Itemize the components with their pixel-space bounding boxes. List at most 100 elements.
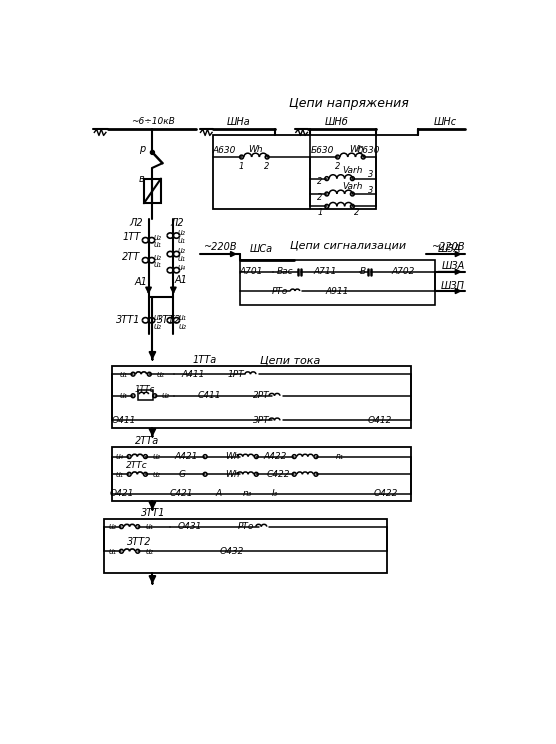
Text: ~220В: ~220В xyxy=(433,242,466,252)
Text: С630: С630 xyxy=(356,147,380,155)
Text: 2ТТа: 2ТТа xyxy=(135,436,159,446)
Text: 1: 1 xyxy=(317,208,322,217)
Text: u₂: u₂ xyxy=(178,322,187,331)
Text: u₁: u₁ xyxy=(120,370,128,379)
Text: Л2: Л2 xyxy=(170,218,184,228)
Text: О411: О411 xyxy=(112,416,136,425)
Text: u₂: u₂ xyxy=(177,246,185,255)
Bar xyxy=(213,135,376,208)
Text: u₁: u₁ xyxy=(116,469,124,479)
Text: 3РТ: 3РТ xyxy=(252,416,269,425)
Text: u₁: u₁ xyxy=(154,240,162,249)
Text: u₂: u₂ xyxy=(152,469,160,479)
Text: u₄: u₄ xyxy=(177,263,185,272)
Text: u₄: u₄ xyxy=(116,452,124,461)
Text: Цепи сигнализации: Цепи сигнализации xyxy=(290,240,406,250)
Text: 3ТТ1: 3ТТ1 xyxy=(116,315,141,325)
Bar xyxy=(112,447,410,501)
Text: 2: 2 xyxy=(317,193,322,202)
Text: u₂: u₂ xyxy=(162,391,170,400)
Text: ~6÷10кВ: ~6÷10кВ xyxy=(131,117,174,126)
Text: С422: С422 xyxy=(267,469,290,479)
Text: Цепи напряжения: Цепи напряжения xyxy=(289,97,408,109)
Text: 2ТТ: 2ТТ xyxy=(122,252,141,262)
Text: А1: А1 xyxy=(135,277,147,286)
Text: А911: А911 xyxy=(325,286,349,295)
Bar xyxy=(240,260,435,305)
Text: u₂: u₂ xyxy=(154,322,162,331)
Text: А1: А1 xyxy=(175,275,187,285)
Text: ШНб: ШНб xyxy=(325,118,349,127)
Text: О412: О412 xyxy=(368,416,391,425)
Text: u₁: u₁ xyxy=(177,236,185,245)
Text: 2: 2 xyxy=(354,208,359,217)
Text: Б630: Б630 xyxy=(310,147,334,155)
Text: 1ТТа: 1ТТа xyxy=(193,356,217,365)
Text: u₁: u₁ xyxy=(178,312,187,321)
Text: 3ТТ2: 3ТТ2 xyxy=(127,537,151,547)
Text: 2: 2 xyxy=(335,161,340,171)
Text: 1ТТ: 1ТТ xyxy=(122,232,141,242)
Bar xyxy=(138,390,153,400)
Text: I₃: I₃ xyxy=(272,489,278,498)
Text: 2: 2 xyxy=(265,161,270,171)
Text: u₂: u₂ xyxy=(154,253,162,262)
Text: О432: О432 xyxy=(220,547,245,556)
Text: 2ТТс: 2ТТс xyxy=(126,461,148,470)
Text: А422: А422 xyxy=(263,452,286,461)
Circle shape xyxy=(151,150,155,154)
Text: u₁: u₁ xyxy=(145,522,153,531)
Text: ШЗА: ШЗА xyxy=(441,261,465,272)
Text: С421: С421 xyxy=(170,489,193,498)
Text: Wh: Wh xyxy=(225,469,240,479)
Text: 3ТТ2: 3ТТ2 xyxy=(157,315,182,325)
Text: РТо: РТо xyxy=(272,286,289,295)
Text: 1: 1 xyxy=(239,161,244,171)
Text: u₁: u₁ xyxy=(120,391,128,400)
Text: А: А xyxy=(215,489,221,498)
Text: 3: 3 xyxy=(368,186,373,195)
Text: р: р xyxy=(139,144,146,154)
Text: u₁: u₁ xyxy=(154,312,162,321)
Text: А702: А702 xyxy=(391,267,414,276)
Text: n₃: n₃ xyxy=(243,489,252,498)
Text: 1ТТс: 1ТТс xyxy=(135,385,155,394)
Text: n₁: n₁ xyxy=(335,452,343,461)
Text: А711: А711 xyxy=(314,267,337,276)
Text: 3ТТ1: 3ТТ1 xyxy=(141,507,166,518)
Text: А701: А701 xyxy=(240,267,264,276)
Text: Varh: Varh xyxy=(342,167,363,176)
Text: РТо: РТо xyxy=(238,522,255,531)
Text: ШСа: ШСа xyxy=(250,244,273,254)
Text: ШЗА: ШЗА xyxy=(438,244,461,254)
Text: Wh: Wh xyxy=(225,452,240,461)
Text: ШНа: ШНа xyxy=(227,118,250,127)
Text: Wh: Wh xyxy=(248,145,263,154)
Text: ШНс: ШНс xyxy=(434,118,457,127)
Text: Varh: Varh xyxy=(342,182,363,190)
Text: 2РТ: 2РТ xyxy=(252,391,269,400)
Text: в: в xyxy=(138,173,145,184)
Bar xyxy=(112,367,410,428)
Text: G: G xyxy=(178,469,185,479)
Text: u₁: u₁ xyxy=(108,547,116,556)
Text: О422: О422 xyxy=(374,489,398,498)
Text: ~220В: ~220В xyxy=(204,242,237,252)
Text: 1РТ: 1РТ xyxy=(228,370,245,379)
Text: Цепи тока: Цепи тока xyxy=(260,356,321,365)
Text: С411: С411 xyxy=(197,391,221,400)
Text: u₂: u₂ xyxy=(108,522,116,531)
Text: Wh: Wh xyxy=(349,145,364,154)
Text: u₂: u₂ xyxy=(152,452,160,461)
Text: ШЗП: ШЗП xyxy=(441,280,465,291)
Text: О431: О431 xyxy=(177,522,202,531)
Text: Вас: Вас xyxy=(277,267,293,276)
Text: u₁: u₁ xyxy=(154,260,162,269)
Text: Л2: Л2 xyxy=(130,218,143,228)
Bar xyxy=(105,519,387,573)
Text: А411: А411 xyxy=(182,370,205,379)
Text: О421: О421 xyxy=(110,489,135,498)
Text: В: В xyxy=(359,267,365,276)
Text: 2: 2 xyxy=(317,177,322,186)
Text: u₂: u₂ xyxy=(177,228,185,237)
